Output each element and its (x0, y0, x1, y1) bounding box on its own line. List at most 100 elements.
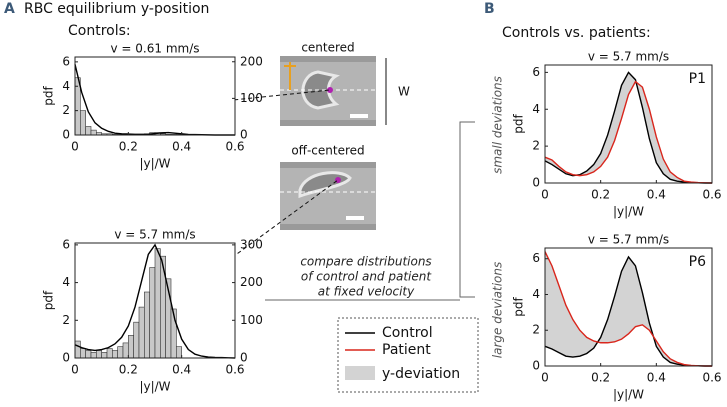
histogram-bar (122, 342, 129, 359)
histogram-bar (176, 346, 182, 359)
y-axis-label: pdf (42, 290, 56, 310)
curve (544, 251, 712, 367)
x-tick-label: 0 (71, 140, 79, 154)
histogram-bar (117, 346, 124, 359)
plot-area (75, 57, 235, 135)
legend-label: y-deviation (382, 366, 460, 382)
histogram-bar (80, 110, 86, 136)
y-tick-label: 0 (532, 359, 540, 373)
x-axis-label: |y|/W (139, 380, 170, 394)
y-tick-label: 6 (62, 237, 70, 251)
y-tick-label: 2 (62, 103, 70, 117)
x-tick-label: 0.2 (119, 140, 138, 154)
y-tick-label: 0 (532, 176, 540, 190)
histogram-bar (149, 267, 156, 359)
y2-tick-label: 200 (240, 275, 263, 289)
x-tick-label: 0 (71, 363, 79, 377)
plot-frame (544, 64, 713, 184)
chart-label: P6 (689, 254, 706, 270)
chart-title: v = 5.7 mm/s (588, 233, 669, 247)
legend-label: Patient (382, 342, 431, 358)
panel-title: RBC equilibrium y-position (24, 1, 209, 17)
histogram-bar (106, 348, 113, 359)
histogram-bar (101, 352, 108, 359)
y-tick-label: 0 (62, 351, 70, 365)
curve (544, 80, 713, 184)
histogram-bar (74, 340, 81, 359)
legend-swatch (345, 366, 375, 380)
y2-tick-label: 0 (240, 351, 248, 365)
plot-frame (74, 242, 236, 359)
y-axis-label: pdf (512, 297, 526, 317)
x-tick-label: 0.6 (225, 363, 244, 377)
y-tick-label: 6 (62, 54, 70, 68)
plot-frame (544, 247, 713, 367)
x-axis-label: |y|/W (613, 205, 644, 219)
cell-image (280, 162, 376, 230)
histogram-bar (85, 350, 92, 359)
x-tick-label: 0.4 (647, 188, 666, 202)
histogram-bar (144, 291, 150, 359)
image-label: off-centered (291, 144, 364, 158)
image-label: centered (301, 41, 354, 55)
histogram-bar (154, 248, 161, 359)
x-tick-label: 0.6 (702, 371, 721, 385)
x-tick-label: 0.6 (225, 140, 244, 154)
histogram-bar (138, 306, 145, 359)
chart-title: v = 5.7 mm/s (588, 50, 669, 64)
curve (544, 71, 712, 184)
group-label: large deviations (491, 262, 505, 358)
x-tick-label: 0.2 (119, 363, 138, 377)
histogram-bar (90, 129, 97, 136)
x-tick-label: 0.2 (591, 188, 610, 202)
y-tick-label: 2 (532, 139, 540, 153)
y2-tick-label: 200 (240, 54, 263, 68)
x-tick-label: 0 (541, 188, 549, 202)
x-tick-label: 0.4 (172, 140, 191, 154)
histogram-bar (85, 126, 92, 136)
x-axis-label: |y|/W (139, 157, 170, 171)
panel-label: A (4, 1, 15, 17)
chart-title: v = 0.61 mm/s (111, 42, 200, 56)
y-tick-label: 4 (532, 102, 540, 116)
y-tick-label: 0 (62, 128, 70, 142)
note: of control and patient (301, 270, 432, 284)
x-tick-label: 0.4 (172, 363, 191, 377)
histogram-bar (96, 350, 102, 359)
x-axis-label: |y|/W (613, 388, 644, 402)
y2-tick-label: 0 (240, 128, 248, 142)
x-tick-label: 0.6 (702, 188, 721, 202)
note: compare distributions (300, 255, 431, 269)
x-tick-label: 0.2 (591, 371, 610, 385)
y-tick-label: 2 (62, 313, 70, 327)
histogram-bar (112, 350, 118, 359)
chart-title: v = 5.7 mm/s (114, 228, 195, 242)
y2-tick-label: 100 (240, 313, 263, 327)
y-tick-label: 4 (532, 287, 540, 301)
x-tick-label: 0.4 (647, 371, 666, 385)
curve (74, 243, 236, 359)
legend-label: Control (382, 325, 433, 341)
y-axis-label: pdf (512, 114, 526, 134)
y-tick-label: 6 (532, 251, 540, 265)
panel-label: B (484, 1, 495, 17)
x-tick-label: 0 (541, 371, 549, 385)
group-title: Controls: (68, 23, 131, 39)
y-tick-label: 6 (532, 65, 540, 79)
histogram-bar (80, 348, 86, 359)
histogram-bar (128, 335, 134, 359)
group-label: small deviations (491, 76, 505, 174)
width-label: W (398, 85, 410, 99)
y-axis-label: pdf (42, 86, 56, 106)
y-tick-label: 4 (62, 79, 70, 93)
y-tick-label: 4 (62, 275, 70, 289)
note: at fixed velocity (318, 285, 415, 299)
y2-tick-label: 300 (240, 237, 263, 251)
histogram-bar (133, 321, 140, 359)
plot-frame (74, 56, 236, 136)
y2-tick-label: 100 (240, 91, 263, 105)
chart-label: P1 (689, 71, 706, 87)
y-tick-label: 2 (532, 323, 540, 337)
panel-title: Controls vs. patients: (502, 25, 651, 41)
